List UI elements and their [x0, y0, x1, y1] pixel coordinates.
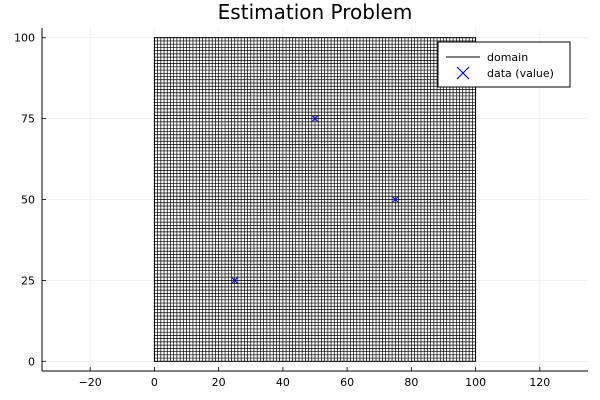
- legend-data-swatch: [456, 66, 470, 80]
- y-tick-label-3: 75: [21, 113, 35, 126]
- legend-box: [437, 41, 571, 88]
- x-tick-label-7: 120: [529, 376, 550, 389]
- y-tick-label-1: 25: [21, 274, 35, 287]
- y-tick-label-0: 0: [28, 355, 35, 368]
- y-axis-ticks: 0 25 50 75 100: [14, 32, 46, 368]
- legend-data-label: data (value): [487, 67, 554, 80]
- data-point-0-1: [312, 115, 318, 122]
- x-tick-label-4: 60: [340, 376, 354, 389]
- x-tick-label-0: −20: [79, 376, 102, 389]
- y-tick-label-4: 100: [14, 32, 35, 45]
- chart-title: Estimation Problem: [218, 0, 413, 24]
- data-points: [231, 115, 399, 284]
- domain-border: [153, 37, 477, 362]
- x-axis-ticks: −20 0 20 40 60 80 100 120: [79, 367, 550, 389]
- x-tick-label-5: 80: [404, 376, 418, 389]
- domain-grid: [154, 37, 476, 362]
- legend: domain data (value): [437, 41, 571, 88]
- x-tick-label-1: 0: [151, 376, 158, 389]
- y-tick-label-2: 50: [21, 194, 35, 207]
- data-point-0-2: [392, 196, 399, 203]
- x-tick-label-6: 100: [465, 376, 486, 389]
- data-point-0-0: [231, 277, 238, 284]
- x-tick-label-3: 40: [276, 376, 290, 389]
- x-tick-label-2: 20: [212, 376, 226, 389]
- domain-mesh: [153, 37, 477, 362]
- legend-domain-label: domain: [487, 51, 528, 64]
